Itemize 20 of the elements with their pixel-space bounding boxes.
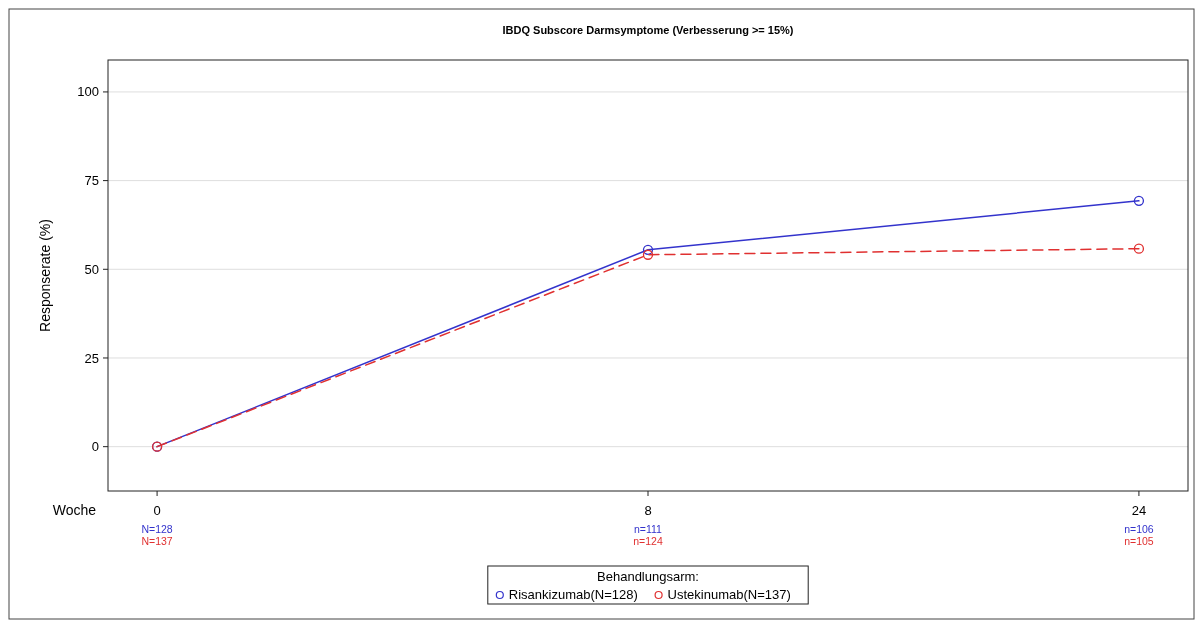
- y-tick-label: 25: [84, 350, 99, 366]
- x-tick-label: 8: [644, 503, 652, 518]
- text: N=137: [141, 535, 173, 547]
- y-axis-title: Responserate (%): [37, 219, 53, 332]
- y-tick-label: 50: [84, 261, 99, 277]
- text: n=111: [634, 523, 663, 535]
- text: n=124: [633, 535, 663, 547]
- x-tick-label: 0: [153, 503, 161, 518]
- x-axis-title: Woche: [52, 502, 97, 518]
- text: n=105: [1124, 535, 1154, 547]
- y-tick-label: 0: [91, 439, 99, 455]
- text: n=106: [1124, 523, 1154, 535]
- legend-title: Behandlungsarm:: [597, 569, 699, 584]
- x-tick-label: 24: [1131, 503, 1147, 518]
- legend-label: Risankizumab(N=128): [508, 587, 638, 602]
- text: N=128: [141, 523, 173, 535]
- y-tick-label: 100: [77, 84, 99, 100]
- legend-label: Ustekinumab(N=137): [667, 587, 791, 602]
- chart-title: IBDQ Subscore Darmsymptome (Verbesserung >= 15%): [502, 24, 794, 36]
- y-tick-label: 75: [84, 173, 99, 189]
